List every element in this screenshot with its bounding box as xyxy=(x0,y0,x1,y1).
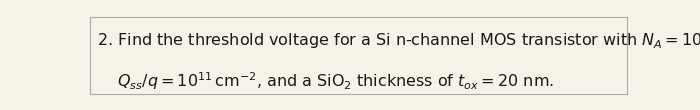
Text: $Q_{ss}/q = 10^{11}\,\mathrm{cm}^{-2}$, and a SiO$_2$ thickness of $t_{ox} = 20$: $Q_{ss}/q = 10^{11}\,\mathrm{cm}^{-2}$, … xyxy=(118,70,554,92)
Text: 2. Find the threshold voltage for a Si n-channel MOS transistor with $N_A = 10^{: 2. Find the threshold voltage for a Si n… xyxy=(97,29,700,51)
FancyBboxPatch shape xyxy=(90,17,627,94)
